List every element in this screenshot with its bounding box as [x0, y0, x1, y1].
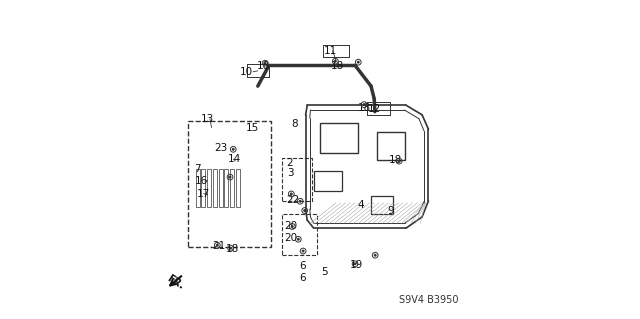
Text: 6: 6 — [300, 272, 306, 283]
Bar — [371, 196, 394, 214]
Text: S9V4 B3950: S9V4 B3950 — [399, 295, 458, 305]
Circle shape — [302, 250, 304, 252]
Circle shape — [363, 104, 365, 106]
Bar — [282, 214, 317, 255]
Text: 18: 18 — [257, 61, 270, 71]
Circle shape — [230, 247, 232, 249]
Circle shape — [374, 254, 376, 256]
Text: 20: 20 — [284, 233, 298, 243]
Bar — [230, 169, 234, 207]
Text: 14: 14 — [227, 154, 241, 164]
Circle shape — [334, 60, 336, 62]
Text: 18: 18 — [388, 155, 402, 165]
Circle shape — [354, 263, 356, 265]
Bar — [224, 169, 228, 207]
Bar — [218, 169, 223, 207]
Text: 8: 8 — [291, 119, 298, 130]
Circle shape — [232, 148, 234, 150]
Circle shape — [216, 244, 218, 246]
Bar — [378, 132, 404, 160]
Text: 12: 12 — [368, 104, 381, 115]
Bar — [213, 169, 217, 207]
Text: 20: 20 — [284, 220, 298, 231]
Circle shape — [398, 160, 400, 162]
Circle shape — [291, 193, 292, 195]
Text: 5: 5 — [321, 267, 328, 277]
Circle shape — [357, 61, 359, 63]
Text: 17: 17 — [196, 189, 210, 199]
Text: 11: 11 — [324, 46, 337, 56]
Bar — [202, 169, 205, 207]
Bar — [236, 169, 240, 207]
Circle shape — [304, 210, 306, 211]
Text: 13: 13 — [201, 114, 214, 124]
Circle shape — [229, 176, 231, 178]
Text: 3: 3 — [287, 168, 294, 178]
Text: 9: 9 — [388, 205, 394, 216]
Text: 18: 18 — [225, 244, 239, 254]
Text: 2: 2 — [287, 158, 293, 168]
Text: FR.: FR. — [166, 273, 186, 291]
Bar — [282, 158, 312, 201]
Bar — [320, 123, 358, 153]
Text: 10: 10 — [239, 67, 253, 77]
Text: 19: 19 — [350, 260, 364, 271]
Bar — [207, 169, 211, 207]
Text: 6: 6 — [300, 261, 306, 271]
Circle shape — [300, 200, 301, 202]
Text: 15: 15 — [246, 122, 259, 133]
Text: 21: 21 — [212, 241, 225, 251]
Text: 4: 4 — [358, 200, 364, 210]
Text: 23: 23 — [214, 143, 227, 153]
Bar — [196, 169, 200, 207]
Circle shape — [291, 226, 293, 227]
Bar — [314, 171, 342, 191]
Circle shape — [298, 238, 300, 240]
Circle shape — [264, 62, 266, 64]
Text: 16: 16 — [195, 176, 208, 186]
Bar — [188, 121, 271, 247]
Text: 18: 18 — [358, 103, 372, 114]
Text: 22: 22 — [287, 195, 300, 205]
Text: 7: 7 — [194, 164, 200, 174]
Text: 18: 18 — [330, 61, 344, 71]
